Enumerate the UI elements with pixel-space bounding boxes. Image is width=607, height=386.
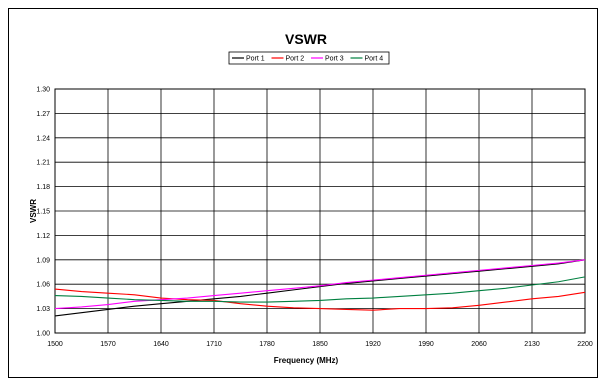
plot-border <box>54 88 586 334</box>
x-tick-label: 1850 <box>312 341 328 348</box>
y-tick-label: 1.00 <box>36 331 50 338</box>
x-axis-label: Frequency (MHz) <box>274 356 339 365</box>
x-tick-label: 1990 <box>418 341 434 348</box>
plot-area: 1.00 1.03 1.06 1.09 1.12 1.15 1.18 1.21 1.24 1.27… <box>36 87 593 349</box>
legend-box <box>228 51 390 65</box>
legend-item-port-1: Port 1 <box>232 56 265 63</box>
series-line-port-4 <box>54 276 586 303</box>
series-line-port-1 <box>54 259 586 317</box>
x-tick-label: 2060 <box>471 341 487 348</box>
y-tick-label: 1.15 <box>36 209 50 216</box>
legend-label: Port 1 <box>246 56 265 63</box>
chart-legend: Port 1 Port 2 Port 3 Port 4 <box>228 51 390 65</box>
legend-item-port-2: Port 2 <box>271 56 305 63</box>
x-tick-label: 1640 <box>153 341 169 348</box>
y-axis-label: VSWR <box>29 199 38 223</box>
y-tick-label: 1.06 <box>36 282 50 289</box>
legend-label: Port 3 <box>325 56 344 63</box>
legend-label: Port 4 <box>365 56 384 63</box>
chart-title: VSWR <box>285 31 327 47</box>
x-tick-label: 1920 <box>365 341 381 348</box>
x-tick-label: 1570 <box>100 341 116 348</box>
y-tick-label: 1.30 <box>36 87 50 94</box>
y-tick-label: 1.21 <box>36 160 50 167</box>
y-tick-label: 1.27 <box>36 111 50 118</box>
legend-label: Port 2 <box>286 56 305 63</box>
legend-item-port-4: Port 4 <box>350 56 384 63</box>
y-tick-label: 1.24 <box>36 135 50 142</box>
y-tick-label: 1.12 <box>36 233 50 240</box>
x-tick-label: 1710 <box>206 341 222 348</box>
y-tick-label: 1.03 <box>36 306 50 313</box>
y-tick-label: 1.09 <box>36 257 50 264</box>
series-line-port-3 <box>54 259 586 310</box>
x-tick-label: 1780 <box>259 341 275 348</box>
x-tick-label: 2200 <box>577 341 593 348</box>
x-tick-label: 2130 <box>524 341 540 348</box>
y-tick-label: 1.18 <box>36 184 50 191</box>
legend-item-port-3: Port 3 <box>311 56 344 63</box>
x-tick-label: 1500 <box>47 341 63 348</box>
series-line-port-2 <box>54 288 586 311</box>
